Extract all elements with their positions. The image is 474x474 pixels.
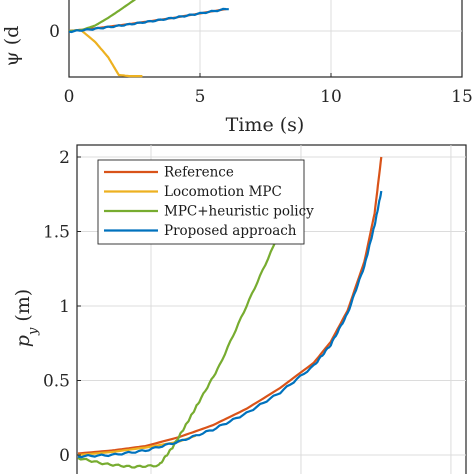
top-series	[68, 0, 229, 78]
bottom-y-tick-label: 0.5	[43, 372, 70, 392]
legend-entry-label: Locomotion MPC	[164, 184, 282, 200]
bottom-panel: 0 0.5 1 1.5 2 py (m) Reference Locomotion MPC…	[12, 144, 467, 474]
bottom-y-tick-label: 0	[59, 446, 70, 466]
bottom-series-line	[77, 174, 302, 469]
top-x-ticks: 0 5 10 15	[64, 73, 473, 107]
top-x-tick-label: 15	[451, 87, 473, 107]
top-series-line	[68, 7, 229, 34]
top-plot-area	[68, 0, 463, 78]
top-y-tick-label: 0	[49, 22, 60, 42]
legend-entry-label: Reference	[164, 165, 234, 181]
bottom-y-ticks: 0 0.5 1 1.5 2	[43, 148, 81, 466]
top-x-tick-label: 5	[195, 87, 206, 107]
top-x-tick-label: 0	[64, 87, 75, 107]
bottom-y-tick-label: 1	[59, 297, 70, 317]
legend-entry-label: Proposed approach	[164, 223, 297, 239]
legend-entry-label: MPC+heuristic policy	[164, 204, 314, 220]
top-x-axis-label: Time (s)	[226, 114, 305, 136]
top-grid	[69, 0, 462, 77]
top-panel: 0 5 10 15 0 Time (s) ψ (d	[1, 0, 473, 136]
bottom-y-tick-label: 1.5	[43, 223, 70, 243]
top-y-ticks: 0	[49, 22, 60, 42]
top-series-line	[81, 30, 143, 78]
bottom-series	[77, 156, 383, 469]
bottom-series-line	[77, 190, 383, 459]
bottom-y-tick-label: 2	[59, 148, 70, 168]
bottom-y-axis-label: py (m)	[12, 289, 41, 347]
top-x-tick-label: 10	[320, 87, 342, 107]
legend: Reference Locomotion MPC MPC+heuristic pol…	[97, 159, 314, 245]
top-y-axis-label: ψ (d	[1, 26, 23, 67]
